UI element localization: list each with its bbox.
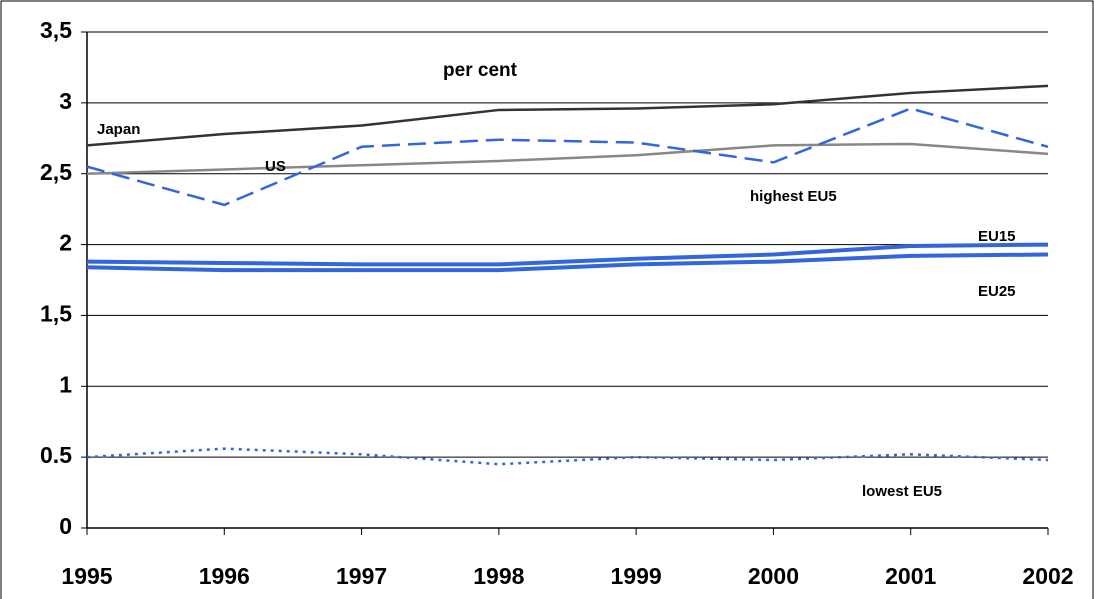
y-tick-label: 3,5 <box>40 17 72 43</box>
series-line <box>86 107 1049 207</box>
y-tick-label: 1 <box>59 371 72 397</box>
series-label: Japan <box>97 121 140 138</box>
series-line <box>86 252 1049 273</box>
y-tick-label: 0.5 <box>40 442 72 468</box>
x-tick-label: 1998 <box>473 563 524 589</box>
x-tick-label: 1996 <box>199 563 250 589</box>
series-label: lowest EU5 <box>862 483 942 500</box>
x-tick-label: 1995 <box>61 563 112 589</box>
x-tick-label: 1997 <box>336 563 387 589</box>
chart-title: per cent <box>443 60 518 81</box>
series-line <box>86 84 1049 147</box>
series-label: highest EU5 <box>750 188 837 205</box>
series-line <box>86 447 1049 466</box>
series-line <box>86 242 1049 267</box>
series-label: EU15 <box>978 228 1016 245</box>
y-tick-label: 2 <box>59 230 72 256</box>
y-tick-label: 1,5 <box>40 301 72 327</box>
x-tick-label: 2001 <box>885 563 936 589</box>
x-tick-label: 2002 <box>1022 563 1073 589</box>
series-line <box>86 142 1049 175</box>
x-tick-label: 1999 <box>611 563 662 589</box>
y-tick-label: 3 <box>59 88 72 114</box>
x-tick-label: 2000 <box>748 563 799 589</box>
y-tick-label: 2,5 <box>40 159 72 185</box>
y-tick-label: 0 <box>59 513 72 539</box>
series-label: EU25 <box>978 283 1016 300</box>
series-label: US <box>265 158 286 175</box>
